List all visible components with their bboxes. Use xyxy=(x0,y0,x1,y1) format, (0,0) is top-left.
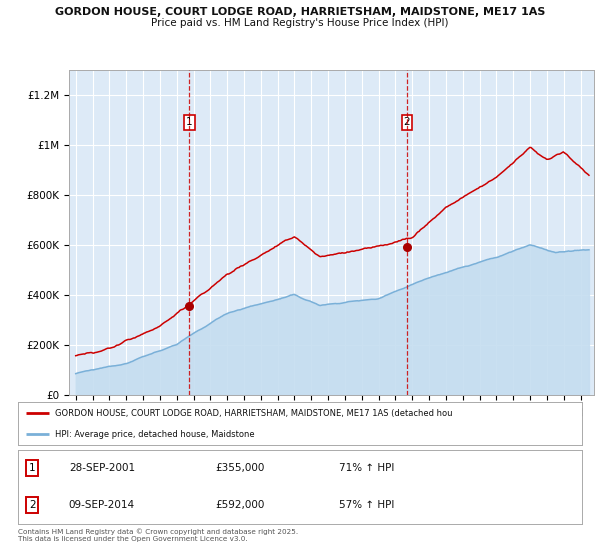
Text: 2: 2 xyxy=(404,118,410,128)
Text: HPI: Average price, detached house, Maidstone: HPI: Average price, detached house, Maid… xyxy=(55,430,254,439)
Text: GORDON HOUSE, COURT LODGE ROAD, HARRIETSHAM, MAIDSTONE, ME17 1AS: GORDON HOUSE, COURT LODGE ROAD, HARRIETS… xyxy=(55,7,545,17)
Text: Price paid vs. HM Land Registry's House Price Index (HPI): Price paid vs. HM Land Registry's House … xyxy=(151,18,449,28)
Text: 57% ↑ HPI: 57% ↑ HPI xyxy=(340,500,395,510)
Text: Contains HM Land Registry data © Crown copyright and database right 2025.
This d: Contains HM Land Registry data © Crown c… xyxy=(18,528,298,542)
Text: 2: 2 xyxy=(29,500,35,510)
Text: 1: 1 xyxy=(29,463,35,473)
Text: 28-SEP-2001: 28-SEP-2001 xyxy=(69,463,135,473)
Text: GORDON HOUSE, COURT LODGE ROAD, HARRIETSHAM, MAIDSTONE, ME17 1AS (detached hou: GORDON HOUSE, COURT LODGE ROAD, HARRIETS… xyxy=(55,409,452,418)
Text: £592,000: £592,000 xyxy=(215,500,265,510)
Text: 09-SEP-2014: 09-SEP-2014 xyxy=(69,500,135,510)
Text: £355,000: £355,000 xyxy=(215,463,265,473)
Text: 1: 1 xyxy=(186,118,193,128)
Text: 71% ↑ HPI: 71% ↑ HPI xyxy=(340,463,395,473)
